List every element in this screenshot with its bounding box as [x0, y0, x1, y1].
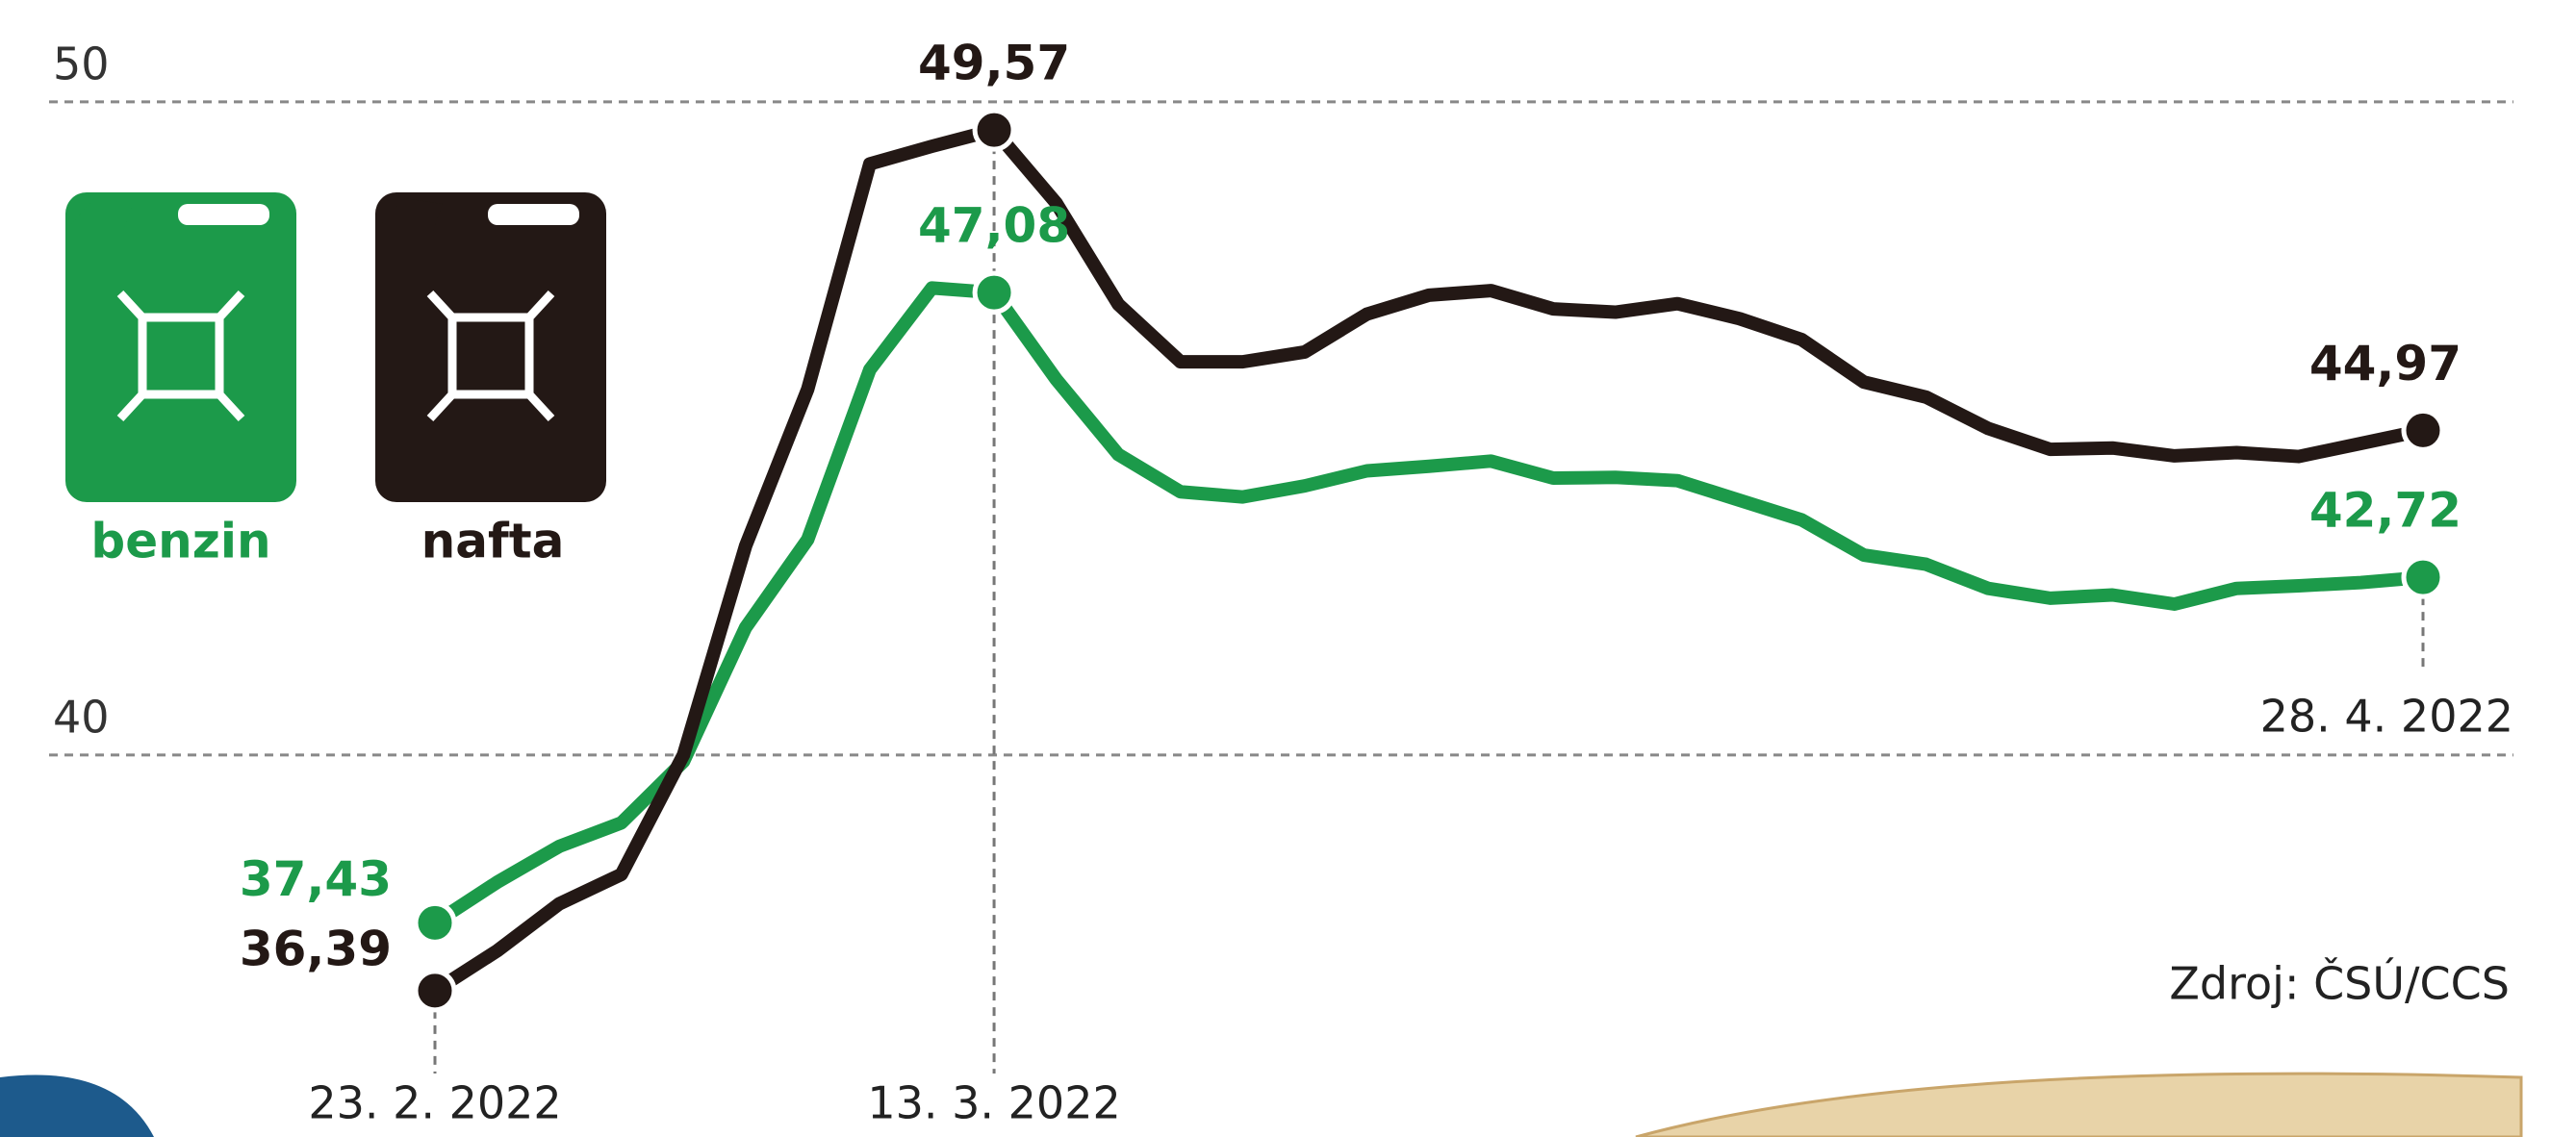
point-marker [2404, 411, 2442, 449]
source: Zdroj: ČSÚ/CCS [2169, 957, 2510, 1010]
value-label: 37,43 [240, 851, 392, 907]
point-marker [416, 903, 454, 942]
value-label: 44,97 [2309, 336, 2461, 392]
value-label: 49,57 [918, 36, 1070, 91]
value-label: 47,08 [918, 198, 1070, 254]
x-tick-label: 13. 3. 2022 [867, 1077, 1120, 1129]
point-marker [975, 273, 1013, 312]
chart: benzin nafta Zdroj: ČSÚ/CCS 40 50 23. 2. 2… [0, 0, 2576, 1137]
point-marker [975, 111, 1013, 149]
series-line [435, 130, 2423, 991]
legend-label: nafta [421, 514, 565, 569]
point-marker [416, 972, 454, 1010]
legend-icon [65, 192, 296, 502]
legend-label: benzin [90, 514, 270, 569]
legend-icon [375, 192, 606, 502]
value-label: 42,72 [2309, 483, 2461, 539]
value-label: 36,39 [240, 921, 392, 976]
decoration [0, 1075, 154, 1137]
y-tick-label: 40 [53, 691, 110, 743]
x-tick-label: 28. 4. 2022 [2260, 691, 2513, 743]
decoration [1636, 1074, 2521, 1137]
x-tick-label: 23. 2. 2022 [308, 1077, 561, 1129]
point-marker [2404, 558, 2442, 596]
y-tick-label: 50 [53, 38, 110, 89]
